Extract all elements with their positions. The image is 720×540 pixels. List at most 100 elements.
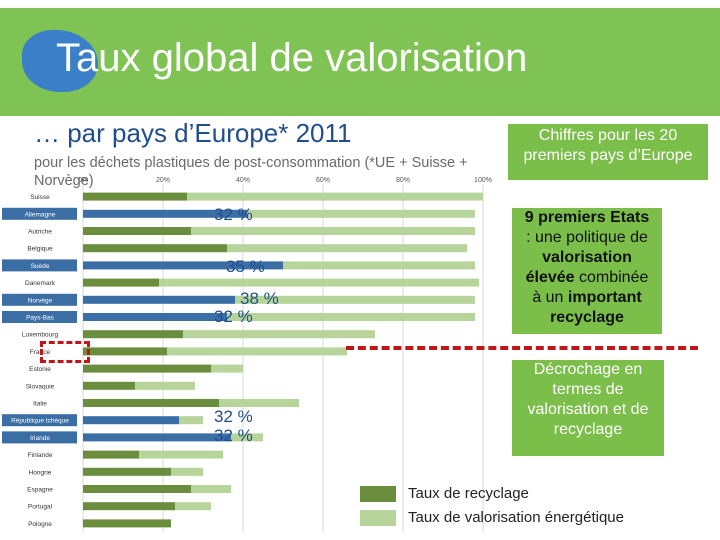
- bar-segment: [83, 399, 219, 407]
- bar-segment: [187, 192, 483, 201]
- bar-segment: [83, 313, 227, 321]
- pct-label-allemagne: 32 %: [214, 205, 253, 224]
- callout-middle-line2: : une politique de: [526, 229, 648, 246]
- category-label: Danemark: [25, 280, 56, 287]
- bar-segment: [83, 519, 171, 528]
- category-label: Allemagne: [25, 211, 56, 218]
- category-label: Suède: [31, 263, 50, 270]
- category-label: Norvège: [28, 297, 53, 304]
- category-label: Hongrie: [29, 469, 52, 476]
- bar-segment: [83, 261, 283, 270]
- category-highlight: [2, 293, 77, 306]
- category-label: Luxembourg: [22, 332, 59, 339]
- pct-label-irlande: 32 %: [214, 426, 253, 445]
- separator-dashed-line: [346, 346, 698, 350]
- bar-segment: [171, 467, 203, 476]
- callout-bottom: Décrochage en termes de valorisation et …: [512, 360, 664, 456]
- x-tick-label: 100%: [474, 177, 492, 184]
- callout-middle-line5: recyclage: [550, 309, 624, 326]
- category-highlight: [2, 414, 77, 427]
- category-label: Irlande: [30, 435, 50, 442]
- x-tick-label: 40%: [236, 177, 250, 184]
- callout-middle: 9 premiers Etats : une politique de valo…: [512, 208, 662, 334]
- category-label: Estonie: [29, 366, 51, 373]
- x-tick-label: 80%: [396, 177, 410, 184]
- category-highlight: [2, 431, 77, 444]
- category-highlight: [2, 207, 77, 220]
- callout-middle-rest2: combinée: [574, 269, 649, 286]
- page-subtitle: … par pays d’Europe* 2011: [34, 118, 352, 148]
- bar-segment: [179, 416, 203, 425]
- category-label: Pays-Bas: [26, 315, 55, 322]
- bar-segment: [83, 244, 227, 253]
- category-label: Pologne: [28, 521, 52, 528]
- bar-segment: [83, 347, 167, 356]
- category-highlight: [2, 311, 77, 323]
- category-label: Suisse: [30, 194, 50, 201]
- category-label: Italie: [33, 401, 47, 408]
- bar-segment: [83, 364, 211, 373]
- category-label: Portugal: [28, 504, 53, 511]
- bar-segment: [83, 502, 175, 511]
- bar-segment: [227, 313, 475, 321]
- bar-segment: [211, 364, 243, 373]
- logo-blob-icon: [22, 30, 98, 92]
- bar-segment: [83, 295, 235, 304]
- legend-label-recycling: Taux de recyclage: [408, 485, 529, 502]
- callout-middle-line1: 9 premiers Etats: [524, 209, 650, 226]
- bar-segment: [191, 227, 475, 235]
- category-label: République tchèque: [11, 418, 69, 425]
- bar-segment: [191, 485, 231, 493]
- bar-segment: [135, 381, 195, 390]
- bar-segment: [235, 295, 475, 304]
- category-label: Autriche: [28, 229, 52, 236]
- bar-segment: [183, 330, 375, 339]
- bar-segment: [247, 209, 475, 218]
- bar-segment: [83, 485, 191, 493]
- bar-segment: [227, 244, 467, 253]
- legend-label-energy: Taux de valorisation énergétique: [408, 509, 624, 526]
- legend-swatch-energy: [360, 510, 396, 526]
- bar-segment: [175, 502, 211, 511]
- category-highlight: [2, 259, 77, 272]
- bar-segment: [83, 433, 231, 442]
- category-label: Belgique: [27, 246, 53, 253]
- bar-segment: [83, 330, 183, 339]
- title-band: [0, 8, 720, 116]
- header: Taux global de valorisation: [0, 0, 720, 118]
- category-label: Finlande: [28, 452, 53, 459]
- bar-segment: [283, 261, 475, 270]
- bar-segment: [83, 467, 171, 476]
- x-tick-label: 60%: [316, 177, 330, 184]
- bar-segment: [83, 192, 187, 201]
- legend-label-overlap: Pays où le taux est le plus é: [531, 485, 718, 502]
- page-title: Taux global de valorisation: [56, 36, 528, 80]
- bar-segment: [167, 347, 347, 356]
- legend-swatch-recycling: [360, 486, 396, 502]
- x-tick-label: 20%: [156, 177, 170, 184]
- pct-label-pays-bas: 32 %: [214, 307, 253, 326]
- callout-top: Chiffres pour les 20 premiers pays d’Eur…: [508, 124, 708, 180]
- france-highlight-box: [40, 341, 90, 363]
- pct-label-norvege: 38 %: [240, 289, 279, 308]
- callout-middle-bold3: important: [567, 289, 642, 306]
- bar-segment: [83, 278, 159, 287]
- bar-segment: [219, 399, 299, 407]
- callout-middle-line4: à un: [532, 289, 568, 306]
- pct-label-suede: 35 %: [226, 257, 265, 276]
- pct-label-rep-tcheque: 32 %: [214, 407, 253, 426]
- bar-segment: [159, 278, 479, 287]
- bar-segment: [83, 209, 247, 218]
- page-note: pour les déchets plastiques de post-cons…: [34, 155, 468, 189]
- bar-segment: [83, 227, 191, 235]
- callout-middle-bold1: valorisation: [542, 249, 632, 266]
- bar-segment: [139, 450, 223, 459]
- bar-segment: [83, 381, 135, 390]
- category-label: Espagne: [27, 487, 53, 494]
- x-tick-label: 0%: [78, 177, 88, 184]
- category-label: Slovaquie: [26, 383, 55, 390]
- bar-segment: [83, 450, 139, 459]
- callout-middle-bold2: élevée: [525, 269, 575, 286]
- bar-segment: [83, 416, 179, 425]
- bar-segment: [231, 433, 263, 442]
